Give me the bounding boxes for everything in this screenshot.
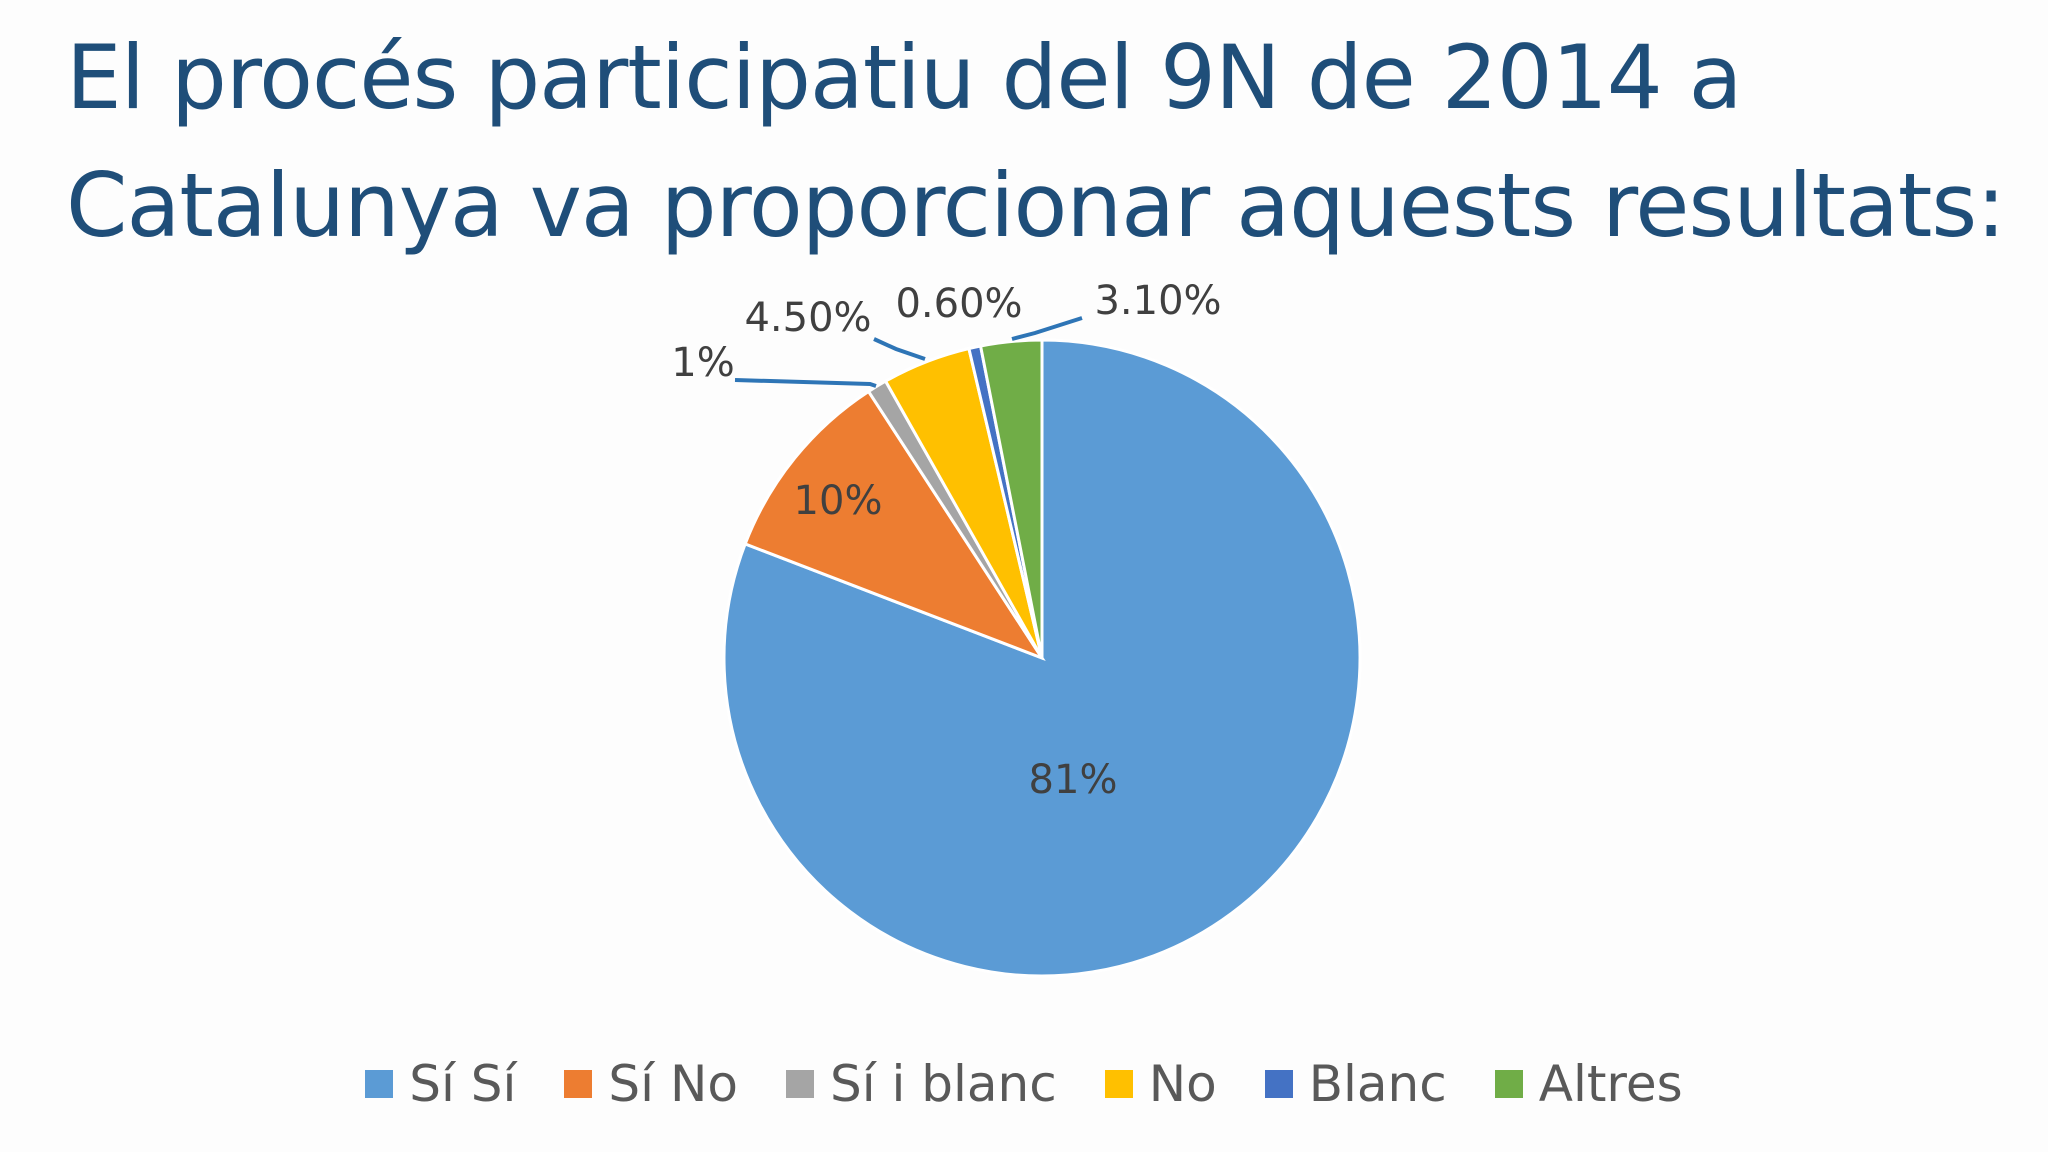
legend-item: Sí Sí <box>365 1055 516 1113</box>
legend-item: Sí No <box>564 1055 738 1113</box>
legend-label: Sí i blanc <box>829 1055 1057 1113</box>
legend-item: Blanc <box>1264 1055 1447 1113</box>
legend-swatch <box>564 1070 593 1098</box>
title-line-1: El procés participatiu del 9N de 2014 a <box>66 26 1743 129</box>
title-line-2: Catalunya va proporcionar aquests result… <box>66 154 2006 257</box>
legend-swatch <box>365 1070 394 1098</box>
leader-line <box>873 337 926 361</box>
pie-slice-s-no <box>743 389 1046 662</box>
pie-slice-altres <box>978 338 1044 659</box>
leader-line <box>1011 316 1083 341</box>
legend-item: No <box>1104 1055 1217 1113</box>
data-label: 1% <box>671 340 734 386</box>
legend-label: Altres <box>1538 1055 1683 1113</box>
data-label: 4.50% <box>744 295 871 341</box>
legend-label: Sí No <box>608 1055 738 1113</box>
legend-swatch <box>1104 1070 1133 1098</box>
data-label: 10% <box>794 478 883 524</box>
slide-title: El procés participatiu del 9N de 2014 a … <box>66 14 2026 270</box>
legend-label: Blanc <box>1308 1055 1447 1113</box>
legend-label: No <box>1148 1055 1217 1113</box>
data-label: 3.10% <box>1094 278 1221 324</box>
legend-swatch <box>1264 1070 1293 1098</box>
leader-line <box>734 378 877 388</box>
legend-item: Altres <box>1494 1055 1683 1113</box>
legend-swatch <box>1494 1070 1523 1098</box>
legend-swatch <box>785 1070 814 1098</box>
legend-label: Sí Sí <box>409 1055 517 1113</box>
legend-item: Sí i blanc <box>785 1055 1057 1113</box>
data-label: 0.60% <box>895 281 1022 327</box>
data-label: 81% <box>1029 757 1118 803</box>
pie-slice-s-s- <box>722 338 1362 978</box>
chart-legend: Sí Sí Sí No Sí i blanc No Blanc Altres <box>0 1055 2048 1113</box>
